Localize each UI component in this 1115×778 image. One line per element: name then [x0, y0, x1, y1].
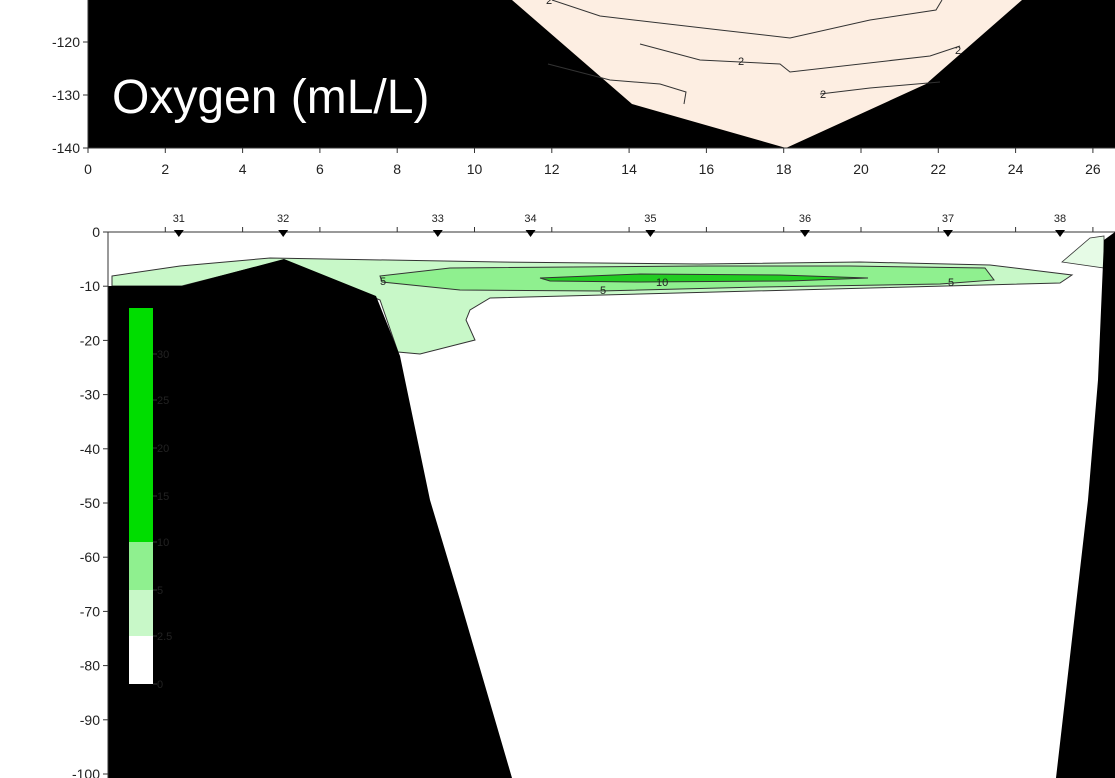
station-label: 37: [942, 213, 954, 225]
x-tick-label: 4: [239, 161, 247, 177]
top-x-ticks: 0 2 4 6 8 10 12 14 16 18 20 22 24 26: [84, 148, 1101, 177]
station-marker: [432, 230, 443, 237]
x-tick-label: 6: [316, 161, 324, 177]
bottom-contour-labels: 5 5 10 5: [380, 276, 954, 297]
contour-region-edge: [1061, 235, 1105, 269]
top-contour-line: [819, 81, 941, 95]
bottom-terrain-left: [108, 259, 512, 778]
contour-label: 10: [656, 277, 668, 289]
station-marker: [1055, 230, 1066, 237]
chart-title: Oxygen (mL/L): [112, 71, 429, 124]
station-label: 31: [173, 213, 185, 225]
y-tick-label: -100: [72, 766, 100, 778]
station-marker: [525, 230, 536, 237]
contour-label: 2: [820, 89, 826, 101]
legend-label: 10: [157, 537, 169, 549]
y-tick-label: -50: [80, 495, 100, 511]
contour-label: 5: [948, 277, 954, 289]
legend-label: 0: [157, 679, 163, 691]
y-tick-label: -70: [80, 603, 100, 619]
y-tick-label: -130: [52, 87, 80, 103]
station-marker: [173, 230, 184, 237]
legend-swatch: [129, 308, 153, 542]
station-label: 32: [277, 213, 289, 225]
y-tick-label: -80: [80, 658, 100, 674]
contour-label: 2: [955, 45, 961, 57]
x-tick-label: 20: [853, 161, 869, 177]
top-contours: [547, 0, 961, 105]
x-tick-label: 2: [161, 161, 169, 177]
bottom-y-ticks: 0 -10 -20 -30 -40 -50 -60 -70 -80 -90 -100: [72, 224, 108, 778]
legend-label: 5: [157, 585, 163, 597]
station-label: 34: [524, 213, 536, 225]
contour-region-10: [539, 273, 869, 283]
station-label: 33: [432, 213, 444, 225]
top-y-ticks: -120 -130 -140: [52, 34, 88, 156]
top-axis-minor-ticks: [164, 227, 1094, 232]
station-label: 35: [644, 213, 656, 225]
station-marker: [278, 230, 289, 237]
y-tick-label: -60: [80, 549, 100, 565]
x-tick-label: 10: [467, 161, 483, 177]
station-label: 38: [1054, 213, 1066, 225]
x-tick-label: 0: [84, 161, 92, 177]
station-marker: [645, 230, 656, 237]
y-tick-label: -30: [80, 387, 100, 403]
contour-label: 5: [600, 285, 606, 297]
top-contour-line: [551, 0, 943, 39]
color-legend: 30 25 20 15 10 5 2.5 0: [129, 308, 172, 691]
x-tick-label: 8: [393, 161, 401, 177]
legend-swatch: [129, 636, 153, 684]
x-tick-label: 18: [776, 161, 792, 177]
top-terrain-right: [786, 0, 1115, 148]
top-terrain-left: [88, 0, 786, 148]
x-tick-label: 22: [931, 161, 947, 177]
legend-swatch: [129, 590, 153, 636]
legend-label: 15: [157, 491, 169, 503]
station-marker: [942, 230, 953, 237]
contour-label: 2: [546, 0, 552, 7]
y-tick-label: -10: [80, 278, 100, 294]
x-tick-label: 14: [621, 161, 637, 177]
top-panel: 2 2 2 2 -120 -130 -140 0 2 4 6 8 10 12 14 16 18 20…: [52, 0, 1115, 177]
y-tick-label: -20: [80, 332, 100, 348]
legend-label: 30: [157, 349, 169, 361]
y-tick-label: -90: [80, 712, 100, 728]
legend-swatch: [129, 542, 153, 590]
top-contour-line: [547, 63, 687, 105]
x-tick-label: 24: [1008, 161, 1024, 177]
contour-label: 2: [738, 56, 744, 68]
bottom-panel: 0-10-20-30-40-50-60-70-80-90-100 31 32 33 3…: [72, 213, 1115, 778]
x-tick-label: 16: [699, 161, 715, 177]
y-tick-label: -140: [52, 140, 80, 156]
top-contour-labels: 2 2 2 2: [546, 0, 961, 101]
y-tick-label: -120: [52, 34, 80, 50]
contour-label: 5: [380, 276, 386, 288]
y-tick-label: 0: [92, 224, 100, 240]
top-contour-line: [639, 43, 961, 73]
legend-label: 2.5: [157, 631, 172, 643]
y-tick-label: -40: [80, 441, 100, 457]
bottom-terrain-right: [1056, 232, 1115, 778]
x-tick-label: 12: [544, 161, 560, 177]
x-tick-label: 26: [1085, 161, 1101, 177]
legend-label: 20: [157, 443, 169, 455]
stations: 31 32 33 34 35 36 37 38: [173, 213, 1066, 237]
station-label: 36: [799, 213, 811, 225]
legend-label: 25: [157, 395, 169, 407]
station-marker: [799, 230, 810, 237]
